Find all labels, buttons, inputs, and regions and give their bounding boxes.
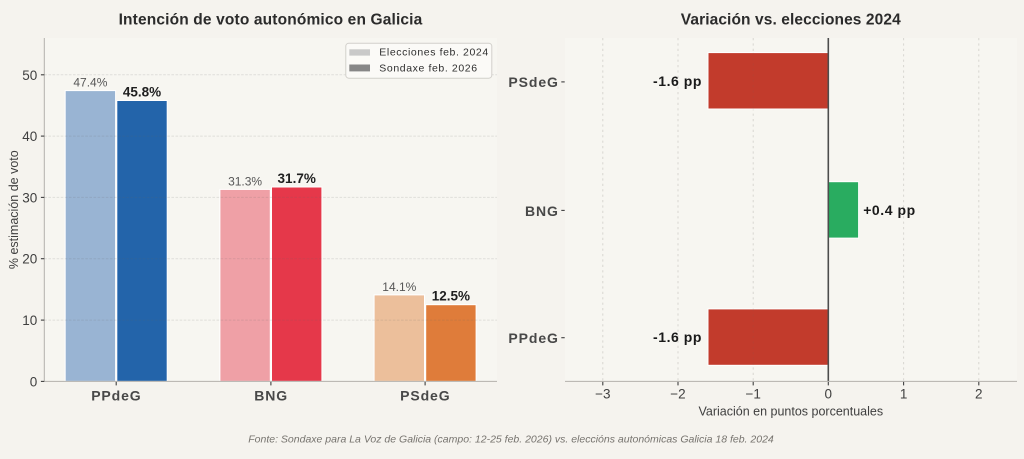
- svg-text:% estimación de voto: % estimación de voto: [7, 150, 21, 269]
- svg-text:-1.6 pp: -1.6 pp: [653, 73, 702, 89]
- svg-text:10: 10: [22, 313, 37, 328]
- svg-text:30: 30: [22, 190, 37, 205]
- svg-text:45.8%: 45.8%: [123, 85, 161, 100]
- svg-text:20: 20: [22, 252, 37, 267]
- svg-text:BNG: BNG: [525, 203, 559, 219]
- svg-text:−1: −1: [745, 387, 760, 402]
- svg-text:50: 50: [22, 68, 37, 83]
- svg-text:-1.6 pp: -1.6 pp: [653, 329, 702, 345]
- svg-text:−2: −2: [670, 387, 685, 402]
- svg-text:Fonte: Sondaxe para La Voz de: Fonte: Sondaxe para La Voz de Galicia (c…: [248, 434, 774, 446]
- svg-text:31.7%: 31.7%: [278, 171, 316, 186]
- svg-text:PSdeG: PSdeG: [400, 387, 450, 403]
- svg-text:0: 0: [30, 374, 38, 389]
- svg-text:12.5%: 12.5%: [432, 289, 470, 304]
- svg-text:40: 40: [22, 129, 37, 144]
- svg-text:−3: −3: [595, 387, 610, 402]
- svg-text:0: 0: [825, 387, 833, 402]
- svg-text:PSdeG: PSdeG: [508, 74, 558, 90]
- svg-text:14.1%: 14.1%: [382, 280, 416, 294]
- svg-text:2: 2: [975, 387, 983, 402]
- svg-text:31.3%: 31.3%: [228, 174, 262, 188]
- svg-text:PPdeG: PPdeG: [508, 330, 558, 346]
- svg-text:Elecciones feb. 2024: Elecciones feb. 2024: [379, 46, 488, 58]
- svg-text:PPdeG: PPdeG: [91, 387, 141, 403]
- svg-text:+0.4 pp: +0.4 pp: [863, 202, 915, 218]
- svg-text:Variación en puntos porcentual: Variación en puntos porcentuales: [698, 404, 883, 418]
- svg-text:Intención de voto autonómico e: Intención de voto autonómico en Galicia: [119, 12, 423, 29]
- svg-text:47.4%: 47.4%: [73, 76, 107, 90]
- svg-text:Sondaxe feb. 2026: Sondaxe feb. 2026: [379, 62, 477, 74]
- svg-text:1: 1: [900, 387, 908, 402]
- svg-text:BNG: BNG: [254, 387, 288, 403]
- svg-text:Variación vs. elecciones 2024: Variación vs. elecciones 2024: [681, 12, 901, 29]
